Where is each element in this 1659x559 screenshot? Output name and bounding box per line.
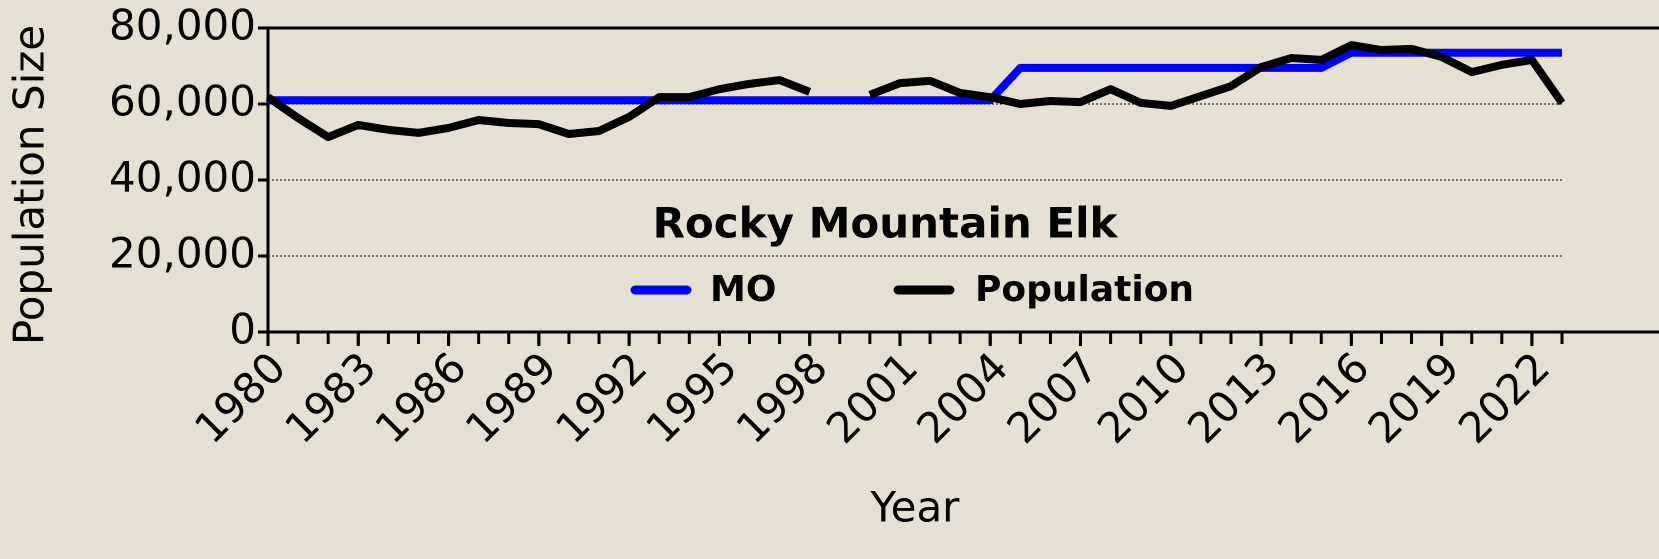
y-tick-label: 40,000	[109, 153, 256, 202]
legend-label: MO	[710, 269, 776, 310]
series-line	[268, 48, 1562, 105]
x-axis-label: Year	[870, 483, 961, 532]
y-tick-label: 20,000	[109, 229, 256, 278]
y-tick-label: 60,000	[109, 77, 256, 126]
chart-title: Rocky Mountain Elk	[653, 199, 1119, 248]
y-axis-label: Population Size	[5, 25, 54, 345]
legend-label: Population	[975, 269, 1194, 310]
y-tick-label: 80,000	[109, 1, 256, 50]
y-tick-label: 0	[229, 305, 256, 354]
series-line	[265, 41, 1566, 142]
